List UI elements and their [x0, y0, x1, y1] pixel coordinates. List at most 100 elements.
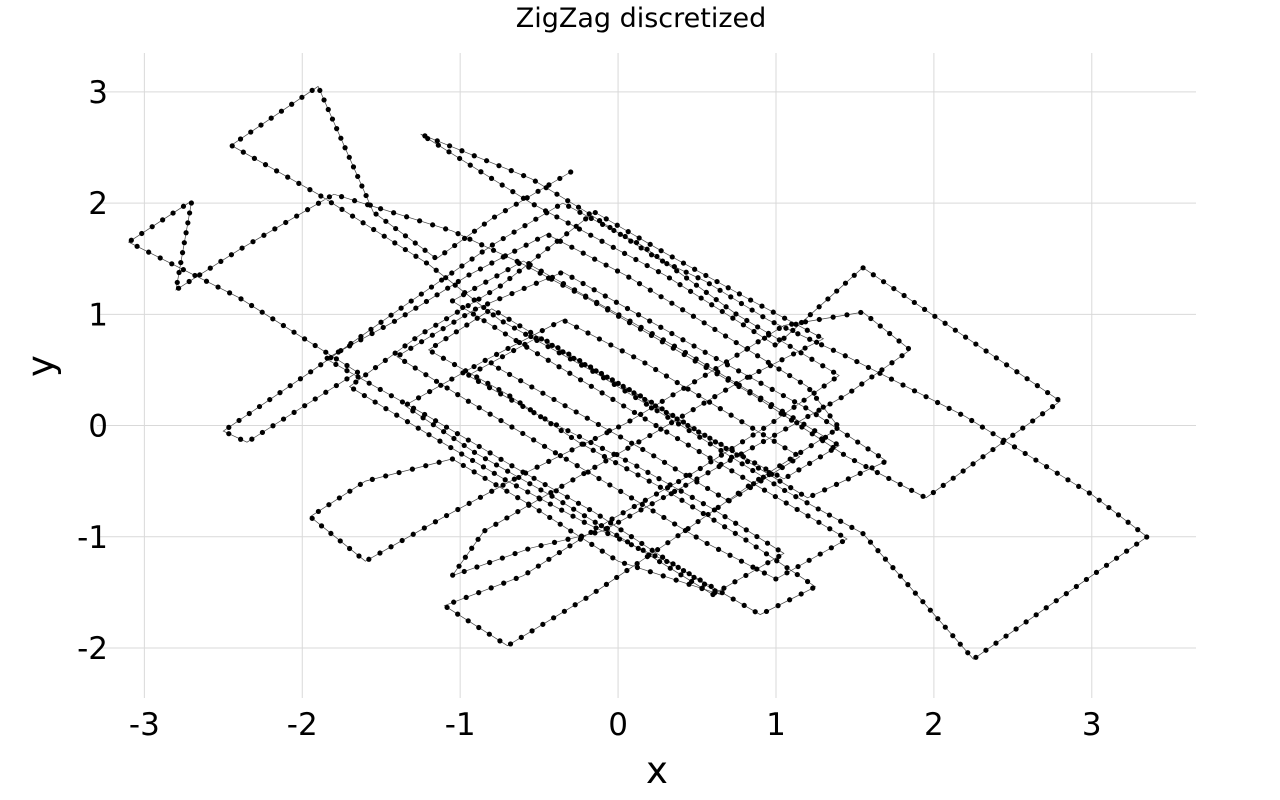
data-point: [476, 624, 482, 631]
data-point: [658, 294, 664, 300]
data-point: [723, 387, 729, 393]
data-point: [1093, 569, 1100, 575]
data-point: [337, 538, 343, 544]
x-tick-label: -3: [129, 707, 160, 743]
data-point: [497, 638, 503, 644]
data-point: [900, 382, 906, 388]
data-point: [634, 564, 641, 571]
data-point: [404, 401, 411, 407]
data-point: [368, 326, 374, 332]
data-point: [280, 322, 286, 329]
data-point: [412, 336, 418, 342]
data-point: [487, 450, 493, 456]
grid: [97, 53, 1196, 698]
data-point: [533, 280, 539, 286]
data-point: [516, 268, 522, 274]
data-point: [645, 469, 651, 475]
data-point: [328, 200, 335, 206]
data-point: [383, 218, 389, 224]
data-point: [793, 321, 799, 327]
data-point: [557, 521, 563, 527]
y-axis-label: y: [19, 355, 62, 377]
data-point: [207, 265, 213, 271]
data-point: [413, 305, 419, 311]
data-point: [628, 238, 634, 244]
data-point: [499, 182, 505, 188]
data-point: [607, 482, 613, 488]
data-point: [469, 457, 476, 464]
data-point: [822, 434, 829, 440]
y-tick-label: 2: [88, 186, 108, 222]
data-point: [930, 489, 936, 496]
data-point: [563, 456, 569, 462]
data-point: [712, 394, 718, 400]
data-point: [763, 466, 769, 472]
data-point: [347, 545, 353, 552]
data-point: [855, 439, 861, 445]
data-point: [614, 532, 620, 538]
data-point: [794, 506, 800, 513]
data-point: [562, 318, 568, 324]
data-point: [638, 324, 644, 330]
data-point: [487, 559, 493, 566]
data-point: [761, 487, 768, 493]
data-point: [510, 189, 516, 195]
data-point: [347, 488, 353, 494]
data-point: [718, 441, 724, 447]
data-point: [404, 419, 411, 425]
data-point: [463, 594, 469, 601]
data-point: [734, 352, 740, 358]
data-point: [547, 514, 553, 521]
data-point: [816, 519, 822, 525]
data-point: [557, 175, 563, 182]
data-point: [595, 421, 601, 428]
data-point: [521, 172, 527, 179]
data-point: [618, 488, 624, 494]
data-point: [272, 226, 278, 232]
data-point: [827, 526, 833, 532]
data-point: [888, 376, 895, 382]
data-point: [549, 274, 555, 280]
data-point: [534, 236, 541, 242]
data-point: [527, 262, 533, 268]
data-point: [732, 579, 738, 585]
data-point: [357, 481, 363, 488]
data-point: [783, 426, 789, 432]
data-point: [750, 564, 756, 570]
data-point: [790, 415, 796, 421]
data-point: [721, 585, 727, 591]
data-point: [817, 454, 824, 460]
data-point: [798, 591, 804, 597]
data-point: [512, 248, 518, 254]
data-point: [773, 576, 779, 582]
data-point: [849, 388, 855, 394]
data-point: [378, 319, 384, 325]
data-point: [423, 372, 429, 378]
data-point: [755, 465, 762, 471]
data-point: [605, 530, 611, 537]
data-point: [718, 447, 724, 454]
data-point: [335, 349, 341, 355]
data-point: [897, 573, 904, 579]
data-point: [1125, 519, 1131, 525]
data-point: [758, 380, 764, 386]
data-point: [301, 336, 308, 342]
data-point: [350, 164, 357, 170]
data-point: [673, 577, 679, 583]
data-point: [643, 401, 650, 407]
data-point: [423, 463, 429, 469]
data-point: [655, 269, 662, 275]
data-point: [787, 343, 793, 349]
data-point: [339, 206, 345, 212]
data-point: [218, 258, 224, 265]
data-point: [215, 284, 221, 290]
data-point: [648, 405, 655, 411]
data-point: [467, 162, 473, 168]
data-point: [927, 607, 933, 613]
data-point: [420, 415, 426, 421]
data-point: [560, 349, 566, 355]
data-point: [671, 343, 678, 349]
data-point: [315, 200, 322, 206]
data-point: [418, 291, 424, 297]
data-point: [505, 345, 511, 352]
